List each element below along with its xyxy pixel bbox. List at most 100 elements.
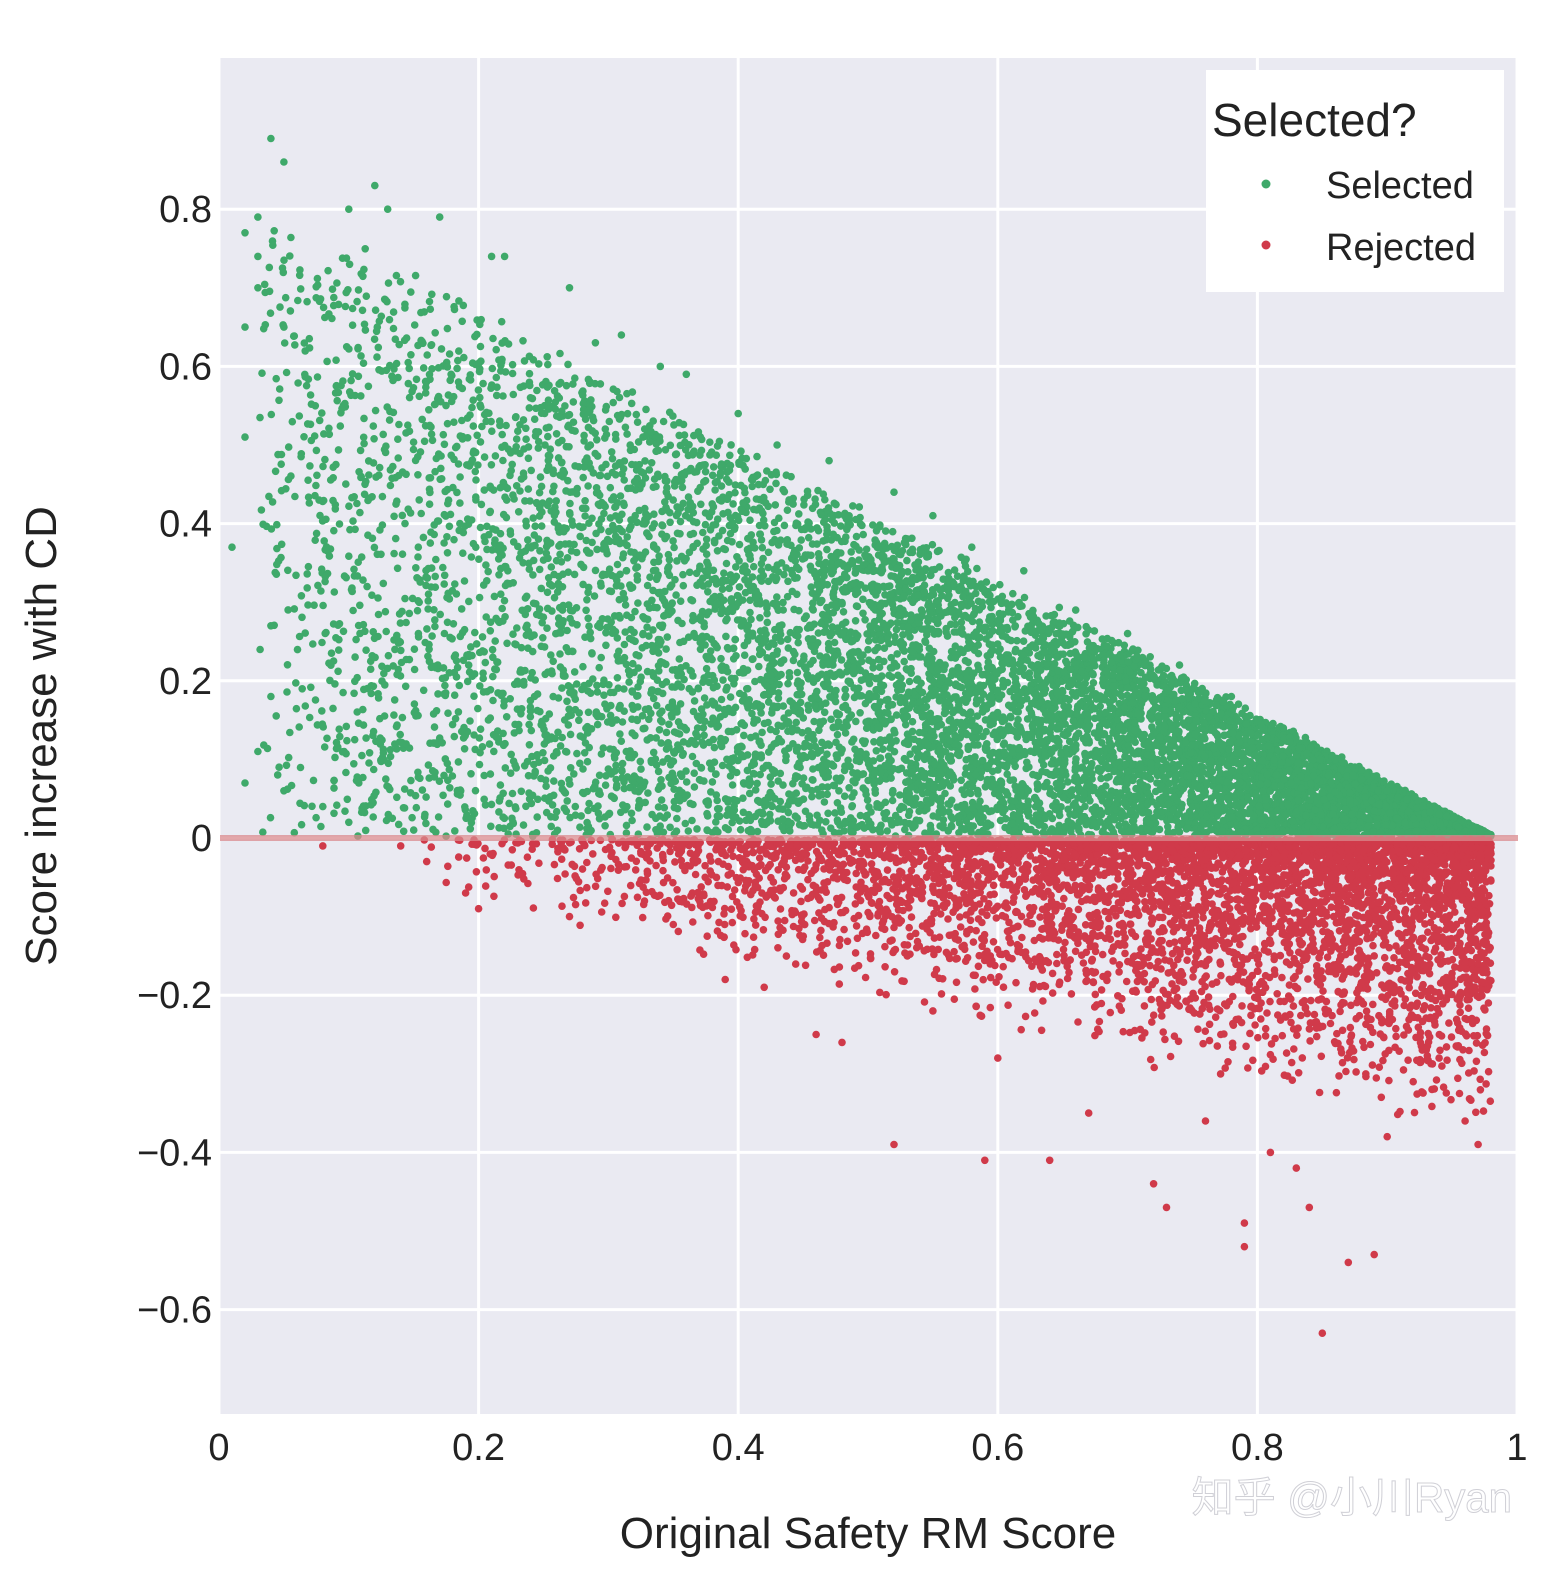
selected-point bbox=[341, 807, 349, 815]
selected-point bbox=[649, 748, 658, 757]
selected-point bbox=[603, 705, 611, 713]
selected-point bbox=[426, 474, 435, 482]
selected-point bbox=[333, 279, 341, 287]
selected-point bbox=[558, 785, 567, 793]
selected-point bbox=[597, 653, 605, 662]
selected-point bbox=[773, 593, 781, 601]
selected-point bbox=[470, 692, 478, 700]
selected-point bbox=[290, 605, 299, 613]
selected-point bbox=[888, 527, 897, 536]
selected-point bbox=[286, 252, 294, 260]
selected-point bbox=[359, 576, 367, 584]
selected-point bbox=[921, 638, 930, 646]
selected-point bbox=[903, 556, 911, 565]
selected-point bbox=[451, 651, 460, 659]
selected-point bbox=[623, 389, 631, 398]
selected-point bbox=[393, 564, 402, 573]
selected-point bbox=[487, 800, 496, 809]
selected-point bbox=[869, 521, 877, 529]
selected-point bbox=[569, 380, 577, 388]
selected-point bbox=[330, 784, 338, 792]
selected-point bbox=[517, 787, 526, 796]
selected-point bbox=[394, 820, 403, 829]
selected-point bbox=[389, 324, 398, 333]
selected-point bbox=[537, 584, 546, 593]
selected-point bbox=[613, 576, 621, 585]
selected-point bbox=[375, 463, 384, 472]
selected-point bbox=[353, 499, 361, 508]
selected-point bbox=[563, 697, 571, 706]
selected-point bbox=[657, 739, 665, 747]
selected-point bbox=[662, 532, 671, 541]
selected-point bbox=[390, 696, 399, 704]
selected-point bbox=[593, 688, 602, 696]
selected-point bbox=[488, 364, 497, 373]
selected-point bbox=[618, 718, 627, 726]
selected-point bbox=[419, 364, 428, 372]
selected-point bbox=[607, 448, 616, 456]
selected-point bbox=[284, 753, 293, 762]
selected-point bbox=[401, 300, 409, 309]
selected-point bbox=[425, 297, 434, 306]
selected-point bbox=[273, 560, 281, 569]
selected-point bbox=[718, 526, 727, 535]
selected-point bbox=[456, 499, 464, 507]
selected-point bbox=[303, 570, 312, 578]
selected-point bbox=[350, 735, 359, 744]
selected-point bbox=[705, 566, 713, 575]
selected-point bbox=[393, 793, 401, 802]
selected-point bbox=[268, 498, 277, 506]
selected-point bbox=[947, 822, 956, 831]
selected-point bbox=[426, 539, 435, 547]
selected-point bbox=[618, 510, 626, 519]
selected-point bbox=[597, 515, 606, 523]
selected-point bbox=[373, 353, 381, 361]
selected-point bbox=[530, 631, 538, 639]
selected-point bbox=[689, 611, 697, 620]
selected-point bbox=[643, 823, 651, 831]
selected-point bbox=[875, 663, 884, 671]
selected-point bbox=[1164, 823, 1172, 831]
selected-point bbox=[531, 522, 539, 530]
selected-point bbox=[477, 403, 485, 411]
selected-point bbox=[440, 571, 449, 580]
selected-point bbox=[392, 745, 401, 753]
selected-point bbox=[634, 438, 643, 446]
selected-point bbox=[524, 454, 533, 463]
selected-point bbox=[666, 823, 674, 832]
selected-point bbox=[770, 527, 778, 536]
selected-point bbox=[740, 731, 748, 740]
selected-point bbox=[396, 277, 405, 286]
selected-point bbox=[418, 786, 427, 794]
selected-point bbox=[822, 818, 830, 826]
selected-point bbox=[410, 700, 419, 708]
selected-point bbox=[572, 604, 581, 612]
selected-point bbox=[675, 655, 684, 663]
selected-point bbox=[740, 651, 749, 659]
selected-point bbox=[362, 292, 371, 301]
selected-point bbox=[606, 711, 615, 720]
selected-point bbox=[793, 668, 802, 677]
selected-point bbox=[306, 420, 315, 429]
selected-point bbox=[593, 545, 601, 554]
selected-point bbox=[455, 347, 463, 355]
selected-point bbox=[1003, 623, 1011, 632]
selected-point bbox=[391, 335, 400, 344]
selected-point bbox=[545, 423, 553, 432]
selected-point bbox=[783, 635, 792, 644]
selected-point bbox=[345, 502, 353, 511]
selected-point bbox=[673, 503, 681, 511]
selected-point bbox=[573, 621, 581, 629]
selected-point bbox=[704, 588, 712, 596]
selected-point bbox=[616, 730, 624, 738]
selected-point bbox=[700, 731, 708, 740]
selected-point bbox=[371, 406, 380, 415]
selected-point bbox=[953, 572, 962, 580]
selected-point bbox=[430, 606, 438, 614]
selected-point bbox=[661, 446, 670, 454]
selected-point bbox=[1011, 674, 1020, 683]
selected-point bbox=[345, 388, 354, 396]
selected-point bbox=[266, 813, 275, 822]
selected-point bbox=[593, 436, 601, 444]
